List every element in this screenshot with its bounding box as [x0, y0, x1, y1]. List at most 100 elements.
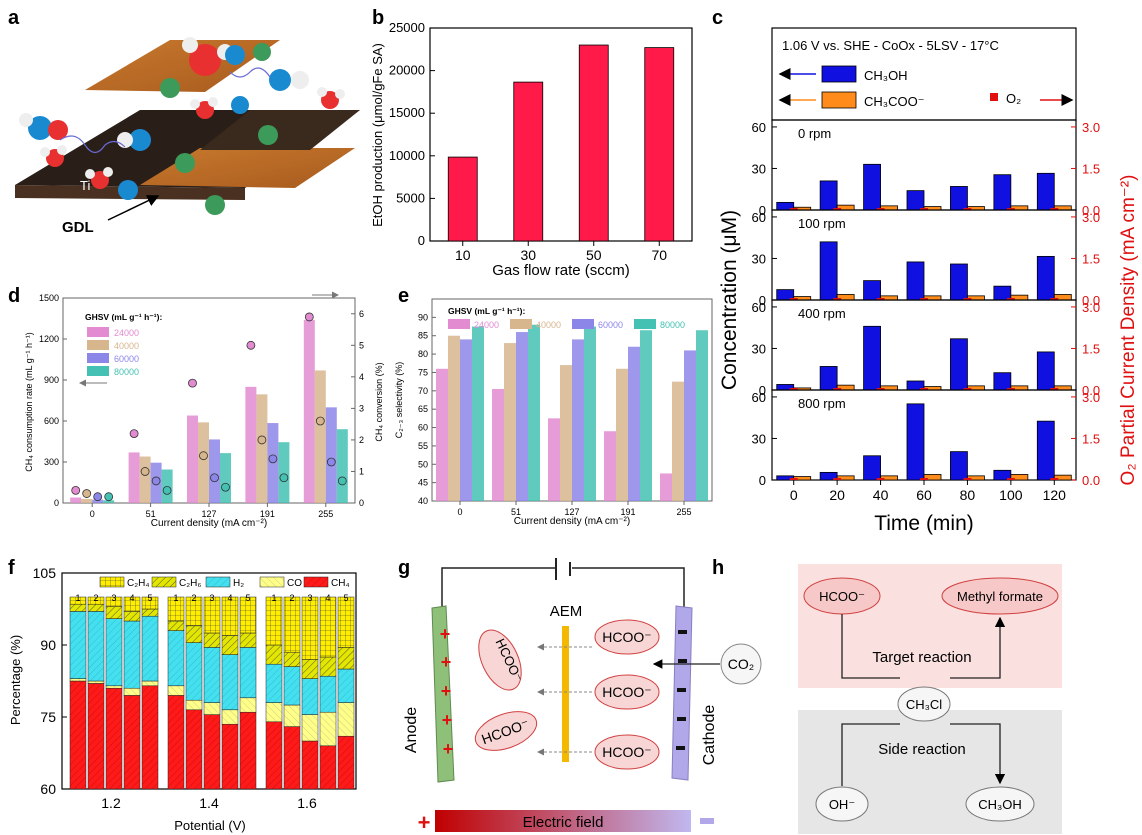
d-y-tick-label: 1500: [39, 293, 59, 303]
d-bar: [139, 456, 151, 503]
f-bar-number: 4: [325, 593, 330, 603]
f-y-tick-label: 75: [40, 709, 56, 725]
ch3cl-node: [897, 686, 951, 722]
c-bar-ch3oh: [993, 174, 1012, 211]
d-legend-swatch: [87, 340, 109, 350]
e-x-tick-label: 255: [676, 507, 691, 517]
chloride-ion-icon: [253, 43, 271, 61]
c-bar-ch3oh: [863, 163, 881, 211]
e-bar: [584, 326, 596, 501]
d-bar: [278, 442, 290, 503]
f-bar-number: 4: [129, 593, 134, 603]
c-subplot-label: 0 rpm: [798, 126, 831, 141]
f-bar-segment: [319, 711, 337, 747]
e-bar: [572, 339, 584, 501]
label-cl: Cl⁻: [112, 91, 131, 106]
label-gdl: GDL: [62, 219, 94, 236]
panel-letter-b: b: [372, 7, 384, 29]
d-conversion-point: [268, 454, 278, 464]
d-conversion-point: [199, 451, 208, 461]
panel-letter-e: e: [398, 285, 409, 307]
f-bar-segment: [123, 687, 141, 696]
d-bar: [303, 319, 315, 503]
f-bar-segment: [283, 666, 301, 706]
panel-c-chart: c 1.06 V vs. SHE - CoOx - 5LSV - 17°C CH…: [712, 7, 1139, 535]
anode-electrode: [431, 605, 455, 783]
f-bar-number: 3: [307, 593, 312, 603]
f-bar-number: 1: [271, 593, 276, 603]
ch3oh-node: [965, 786, 1035, 822]
d-bar: [92, 499, 104, 503]
b-y-axis-label: EtOH production (μmol/gFe SA): [370, 43, 385, 227]
c-point-o2: [1006, 208, 1015, 210]
c-bar-ch3oh: [993, 285, 1012, 301]
target-reaction-label: Target reaction: [872, 649, 971, 666]
f-bar-segment: [141, 685, 159, 790]
svg-text:+: +: [443, 739, 454, 759]
f-y-tick-label: 90: [40, 637, 56, 653]
water-molecule-icon: [85, 167, 138, 200]
e-y-tick-label: 70: [418, 386, 428, 396]
f-bar-segment: [265, 702, 283, 723]
d-bars: [70, 319, 348, 503]
e-bar: [640, 330, 652, 501]
e-y-tick-label: 55: [418, 441, 428, 451]
aem-label: AEM: [550, 603, 583, 620]
c-point-o2: [963, 298, 972, 300]
panel-letter-g: g: [398, 557, 410, 579]
f-legend-swatch: [99, 576, 125, 588]
gdl-pointer-arrow: [107, 195, 160, 221]
f-bar-segment: [141, 680, 159, 687]
panel-letter-a: a: [8, 7, 20, 29]
d-legend-swatch: [87, 353, 109, 363]
d-bar: [128, 452, 140, 503]
c-point-o2: [1006, 478, 1015, 480]
f-bar-number: 5: [147, 593, 152, 603]
c-legend-o2: O₂: [1006, 91, 1021, 106]
f-bar-number: 2: [93, 593, 98, 603]
f-bar-segment: [283, 596, 301, 653]
c-y-tick-label: 30: [752, 341, 766, 356]
f-bar-segment: [221, 654, 239, 711]
d-legend-label: 60000: [114, 354, 139, 364]
formate-ion-icons: [474, 619, 660, 770]
cathode-electrode: [671, 605, 693, 781]
f-bar-segment: [203, 632, 221, 648]
d-conversion-point: [162, 485, 172, 495]
c-x-tick-label: 60: [916, 487, 932, 503]
f-bar-segment: [239, 711, 257, 790]
c-right-axis-label: O₂ Partial Current Density (mA cm⁻²): [1118, 175, 1139, 486]
f-bar-segment: [141, 596, 159, 610]
c-point-o2: [920, 388, 928, 390]
c-point-o2: [1006, 388, 1015, 390]
c-point-o2: [1006, 298, 1015, 300]
d-bar: [209, 439, 220, 503]
f-bar-segment: [337, 647, 355, 670]
d-y-tick-label: 300: [44, 457, 59, 467]
c-right-tick-label: 1.5: [1082, 161, 1100, 176]
f-bar-number: 3: [111, 593, 116, 603]
f-bar-segment: [265, 663, 283, 703]
e-bar: [548, 418, 560, 501]
electric-field-bar: [435, 810, 691, 832]
e-y-tick-label: 40: [418, 496, 428, 506]
b-x-tick-label: 10: [455, 247, 471, 263]
f-bar-segment: [185, 709, 203, 790]
f-legend-swatch: [205, 576, 231, 588]
panel-letter-f: f: [8, 557, 15, 579]
field-plus-sign: +: [418, 810, 431, 835]
c-right-tick-label: 3.0: [1082, 300, 1100, 315]
d-bar: [325, 407, 337, 503]
formate-label: HCOO⁻: [602, 744, 651, 760]
c-y-tick-label: 60: [752, 300, 766, 315]
c-bar-ch3coo: [923, 474, 942, 481]
c-bar-ch3oh: [906, 261, 925, 301]
c-bar-ch3coo: [836, 475, 855, 481]
d-conversion-point: [326, 457, 336, 467]
f-bar-segment: [301, 678, 319, 715]
e-legend-swatch: [510, 319, 532, 329]
c-subplot: 800 rpm 0 30 60 0.0 1.5 3.0: [752, 389, 1100, 488]
d-conversion-point: [246, 340, 256, 350]
e-y-tick-label: 80: [418, 349, 428, 359]
svg-text:+: +: [442, 710, 453, 730]
